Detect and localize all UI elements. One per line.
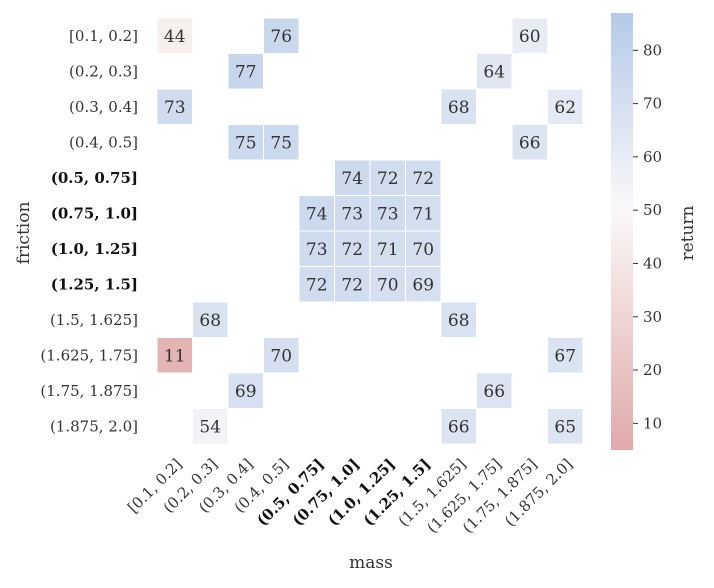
heatmap-cell [298,230,335,267]
heatmap-cell [476,372,513,409]
cell-value-label: 66 [519,133,541,153]
cell-value-label: 72 [341,240,363,260]
y-tick-label: (0.3, 0.4] [69,98,138,116]
cell-value-label: 74 [306,204,328,224]
heatmap-cell [405,195,442,232]
cell-value-label: 44 [164,27,186,47]
cell-value-label: 77 [235,62,257,82]
y-tick-label: (1.75, 1.875] [40,382,138,400]
colorbar-tick-label: 20 [643,361,662,379]
heatmap-cell [334,195,371,232]
cell-value-label: 70 [377,275,399,295]
y-tick-label: (1.0, 1.25] [51,240,138,258]
cell-value-label: 67 [554,346,576,366]
cell-value-label: 66 [448,417,470,437]
colorbar-tick-label: 10 [643,414,662,432]
heatmap-cell [156,17,193,54]
cell-value-label: 70 [270,346,292,366]
cell-value-label: 64 [483,62,505,82]
colorbar-tick-label: 30 [643,308,662,326]
colorbar-label: return [678,205,698,260]
cell-value-label: 66 [483,382,505,402]
heatmap-cell [263,124,300,161]
heatmap-cell [440,301,477,338]
heatmap-cell [369,195,406,232]
x-axis-label: mass [349,553,393,573]
x-tick-labels: [0.1, 0.2](0.2, 0.3](0.3, 0.4](0.4, 0.5]… [124,455,576,537]
cell-value-label: 71 [412,204,434,224]
cell-value-label: 11 [164,346,186,366]
heatmap-cells: 44 76 60 77 64 73 68 62 75 75 66 74 72 72 74 73 73 71 73 72… [156,17,584,445]
cell-value-label: 54 [199,417,221,437]
y-tick-label: (1.25, 1.5] [51,275,138,293]
heatmap-cell [156,337,193,374]
y-tick-label: (0.4, 0.5] [69,133,138,151]
heatmap-cell [227,53,264,90]
heatmap-cell [440,408,477,445]
cell-value-label: 70 [412,240,434,260]
y-axis-label: friction [14,202,34,265]
cell-value-label: 73 [164,98,186,118]
y-tick-label: (0.5, 0.75] [51,169,138,187]
cell-value-label: 72 [412,169,434,189]
cell-value-label: 65 [554,417,576,437]
cell-value-label: 72 [377,169,399,189]
heatmap-cell [405,159,442,196]
cell-value-label: 74 [341,169,363,189]
heatmap-cell [369,230,406,267]
cell-value-label: 75 [270,133,292,153]
cell-value-label: 68 [448,311,470,331]
colorbar-tick-label: 50 [643,201,662,219]
heatmap-cell [334,159,371,196]
cell-value-label: 73 [377,204,399,224]
heatmap-cell [263,337,300,374]
cell-value-label: 71 [377,240,399,260]
colorbar-tick-label: 70 [643,95,662,113]
heatmap-cell [547,337,584,374]
cell-value-label: 69 [412,275,434,295]
heatmap-cell [511,17,548,54]
heatmap-cell [227,124,264,161]
y-tick-label: [0.1, 0.2] [69,27,138,45]
cell-value-label: 76 [270,27,292,47]
heatmap-cell [156,88,193,125]
y-tick-label: (0.75, 1.0] [51,204,138,222]
heatmap-cell [192,301,229,338]
heatmap-cell [405,230,442,267]
cell-value-label: 73 [341,204,363,224]
colorbar-tick-label: 40 [643,254,662,272]
y-tick-labels: [0.1, 0.2] (0.2, 0.3] (0.3, 0.4] (0.4, 0.5]… [40,27,138,436]
heatmap-cell [405,266,442,303]
colorbar-ticks: 10 20 30 40 50 60 70 80 [633,41,662,432]
colorbar [611,13,633,450]
cell-value-label: 68 [448,98,470,118]
heatmap-cell [547,408,584,445]
y-tick-label: (1.625, 1.75] [40,346,138,364]
heatmap-cell [547,88,584,125]
cell-value-label: 69 [235,382,257,402]
cell-value-label: 68 [199,311,221,331]
heatmap-cell [511,124,548,161]
heatmap-cell [476,53,513,90]
cell-value-label: 62 [554,98,576,118]
colorbar-tick-label: 60 [643,148,662,166]
heatmap-cell [369,266,406,303]
heatmap-cell [440,88,477,125]
colorbar-tick-label: 80 [643,41,662,59]
y-tick-label: (0.2, 0.3] [69,62,138,80]
cell-value-label: 72 [306,275,328,295]
cell-value-label: 72 [341,275,363,295]
heatmap-cell [334,230,371,267]
cell-value-label: 73 [306,240,328,260]
y-tick-label: (1.875, 2.0] [50,417,138,435]
heatmap-cell [263,17,300,54]
y-tick-label: (1.5, 1.625] [50,311,138,329]
cell-value-label: 60 [519,27,541,47]
heatmap-cell [227,372,264,409]
heatmap-cell [298,266,335,303]
cell-value-label: 75 [235,133,257,153]
heatmap-cell [192,408,229,445]
